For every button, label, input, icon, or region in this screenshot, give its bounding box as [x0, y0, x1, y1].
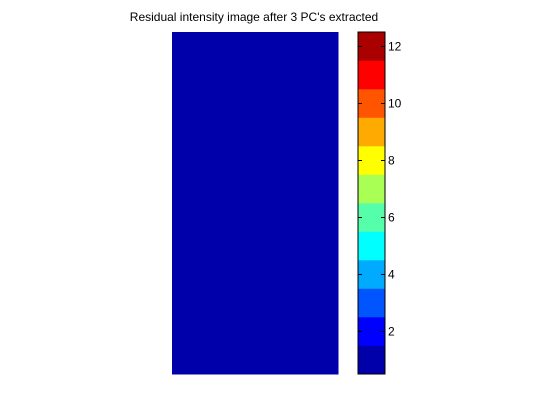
- colorbar-tick-label: 12: [388, 40, 402, 54]
- colorbar-segment: [358, 317, 385, 346]
- colorbar-segment: [358, 203, 385, 232]
- colorbar-segment: [358, 288, 385, 318]
- colorbar-segment: [358, 60, 385, 90]
- colorbar-segment: [358, 231, 385, 261]
- colorbar: 2 4 6 8 10 12: [357, 31, 402, 375]
- colorbar-segment: [358, 174, 385, 204]
- chart-title: Residual intensity image after 3 PC's ex…: [129, 10, 379, 24]
- colorbar-segment: [358, 260, 385, 289]
- colorbar-segment: [358, 146, 385, 175]
- colorbar-tick-label: 10: [388, 97, 402, 111]
- residual-image: [172, 32, 339, 375]
- colorbar-tick-label: 4: [388, 268, 395, 282]
- colorbar-tick-label: 8: [388, 154, 395, 168]
- colorbar-segment: [358, 345, 385, 375]
- colorbar-tick-label: 2: [388, 325, 395, 339]
- colorbar-segment: [358, 89, 385, 118]
- colorbar-frame: [357, 31, 386, 375]
- image-cell: [172, 32, 339, 375]
- colorbar-segment: [358, 32, 385, 61]
- colorbar-segment: [358, 117, 385, 147]
- colorbar-tick-label: 6: [388, 211, 395, 225]
